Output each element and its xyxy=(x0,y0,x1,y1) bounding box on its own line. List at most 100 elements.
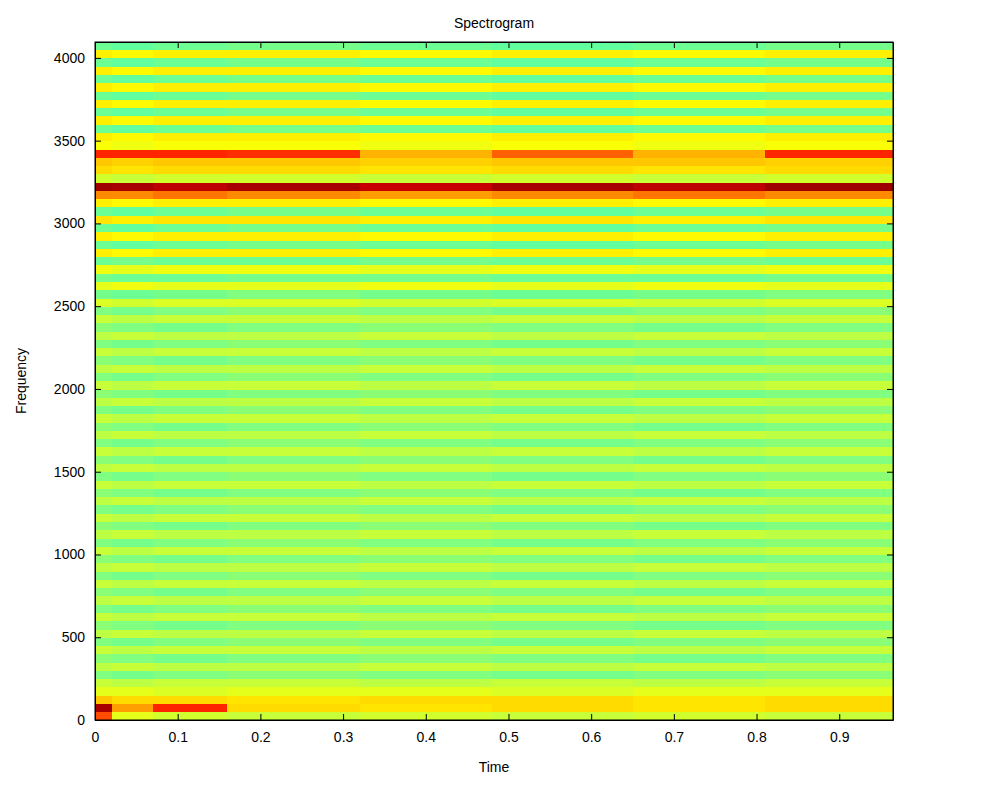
heatmap-cell xyxy=(633,257,766,266)
tick xyxy=(887,472,893,473)
heatmap-cell xyxy=(360,339,493,348)
heatmap-cell xyxy=(360,430,493,439)
heatmap-cell xyxy=(112,91,154,100)
heatmap-cell xyxy=(95,389,112,398)
heatmap-cell xyxy=(227,530,360,539)
tick-mark xyxy=(591,42,592,48)
heatmap-cell xyxy=(765,497,893,506)
heatmap-cell xyxy=(95,430,112,439)
tick-label: 1500 xyxy=(54,464,85,480)
heatmap-cell xyxy=(765,265,893,274)
heatmap-cell xyxy=(112,116,154,125)
heatmap-cell xyxy=(492,108,633,117)
heatmap-cell xyxy=(153,99,228,108)
heatmap-cell xyxy=(492,447,633,456)
tick-label: 0.9 xyxy=(830,729,850,745)
heatmap-cell xyxy=(360,281,493,290)
heatmap-cell xyxy=(633,248,766,257)
heatmap-cell xyxy=(360,74,493,83)
heatmap-cell xyxy=(112,579,154,588)
heatmap-cell xyxy=(360,662,493,671)
tick-mark xyxy=(95,58,101,59)
heatmap-cell xyxy=(112,372,154,381)
heatmap-cell xyxy=(95,108,112,117)
heatmap-cell xyxy=(765,463,893,472)
heatmap-cell xyxy=(227,588,360,597)
tick xyxy=(887,58,893,59)
heatmap-cell xyxy=(112,538,154,547)
heatmap-cell xyxy=(95,190,112,199)
heatmap-cell xyxy=(112,571,154,580)
heatmap-cell xyxy=(633,240,766,249)
tick-mark xyxy=(260,714,261,720)
heatmap-cell xyxy=(227,248,360,257)
heatmap-cell xyxy=(360,42,493,50)
heatmap-cell xyxy=(492,505,633,514)
heatmap-cell xyxy=(633,157,766,166)
chart-title: Spectrogram xyxy=(454,15,534,31)
heatmap-cell xyxy=(360,405,493,414)
tick-mark xyxy=(508,714,509,720)
heatmap-cell xyxy=(153,190,228,199)
heatmap-cell xyxy=(227,521,360,530)
heatmap-cell xyxy=(360,472,493,481)
heatmap-cell xyxy=(95,116,112,125)
heatmap-cell xyxy=(492,579,633,588)
heatmap-cell xyxy=(153,364,228,373)
tick: 0.4 xyxy=(417,714,437,745)
heatmap-cell xyxy=(227,637,360,646)
heatmap-cell xyxy=(153,83,228,92)
heatmap-cell xyxy=(633,530,766,539)
heatmap-cell xyxy=(492,298,633,307)
heatmap-cell xyxy=(227,621,360,630)
heatmap-cell xyxy=(765,629,893,638)
heatmap-cell xyxy=(492,513,633,522)
heatmap-cell xyxy=(95,83,112,92)
heatmap-cell xyxy=(227,50,360,59)
heatmap-cell xyxy=(360,83,493,92)
heatmap-cell xyxy=(633,99,766,108)
tick-label: 0 xyxy=(77,712,85,728)
heatmap-cell xyxy=(765,99,893,108)
heatmap-cell xyxy=(95,207,112,216)
heatmap-cell xyxy=(95,66,112,75)
heatmap-cell xyxy=(95,124,112,133)
heatmap-cell xyxy=(153,662,228,671)
heatmap-cell xyxy=(112,215,154,224)
tick-mark xyxy=(343,714,344,720)
heatmap-cell xyxy=(153,439,228,448)
heatmap-cell xyxy=(765,141,893,150)
heatmap-cell xyxy=(633,579,766,588)
heatmap-cell xyxy=(765,124,893,133)
heatmap-cell xyxy=(112,99,154,108)
heatmap-cell xyxy=(765,654,893,663)
heatmap-cell xyxy=(492,389,633,398)
heatmap-cell xyxy=(633,637,766,646)
heatmap-cell xyxy=(633,91,766,100)
heatmap-cell xyxy=(95,571,112,580)
heatmap-cell xyxy=(633,116,766,125)
heatmap-cell xyxy=(633,472,766,481)
heatmap-cell xyxy=(227,339,360,348)
heatmap-cell xyxy=(360,505,493,514)
heatmap-cell xyxy=(153,348,228,357)
heatmap-cell xyxy=(765,298,893,307)
heatmap-cell xyxy=(492,621,633,630)
heatmap-cell xyxy=(95,513,112,522)
heatmap-cell xyxy=(112,430,154,439)
heatmap-cell xyxy=(153,596,228,605)
heatmap-cell xyxy=(227,480,360,489)
heatmap-cell xyxy=(153,141,228,150)
heatmap-cell xyxy=(153,703,228,712)
tick-label: 0.5 xyxy=(499,729,519,745)
heatmap-cell xyxy=(112,447,154,456)
heatmap-cell xyxy=(360,397,493,406)
heatmap-cell xyxy=(112,629,154,638)
tick-mark xyxy=(887,58,893,59)
heatmap-cell xyxy=(112,389,154,398)
heatmap-cell xyxy=(492,422,633,431)
heatmap-cell xyxy=(112,306,154,315)
heatmap-cell xyxy=(227,273,360,282)
heatmap-cell xyxy=(492,174,633,183)
heatmap-cell xyxy=(112,339,154,348)
